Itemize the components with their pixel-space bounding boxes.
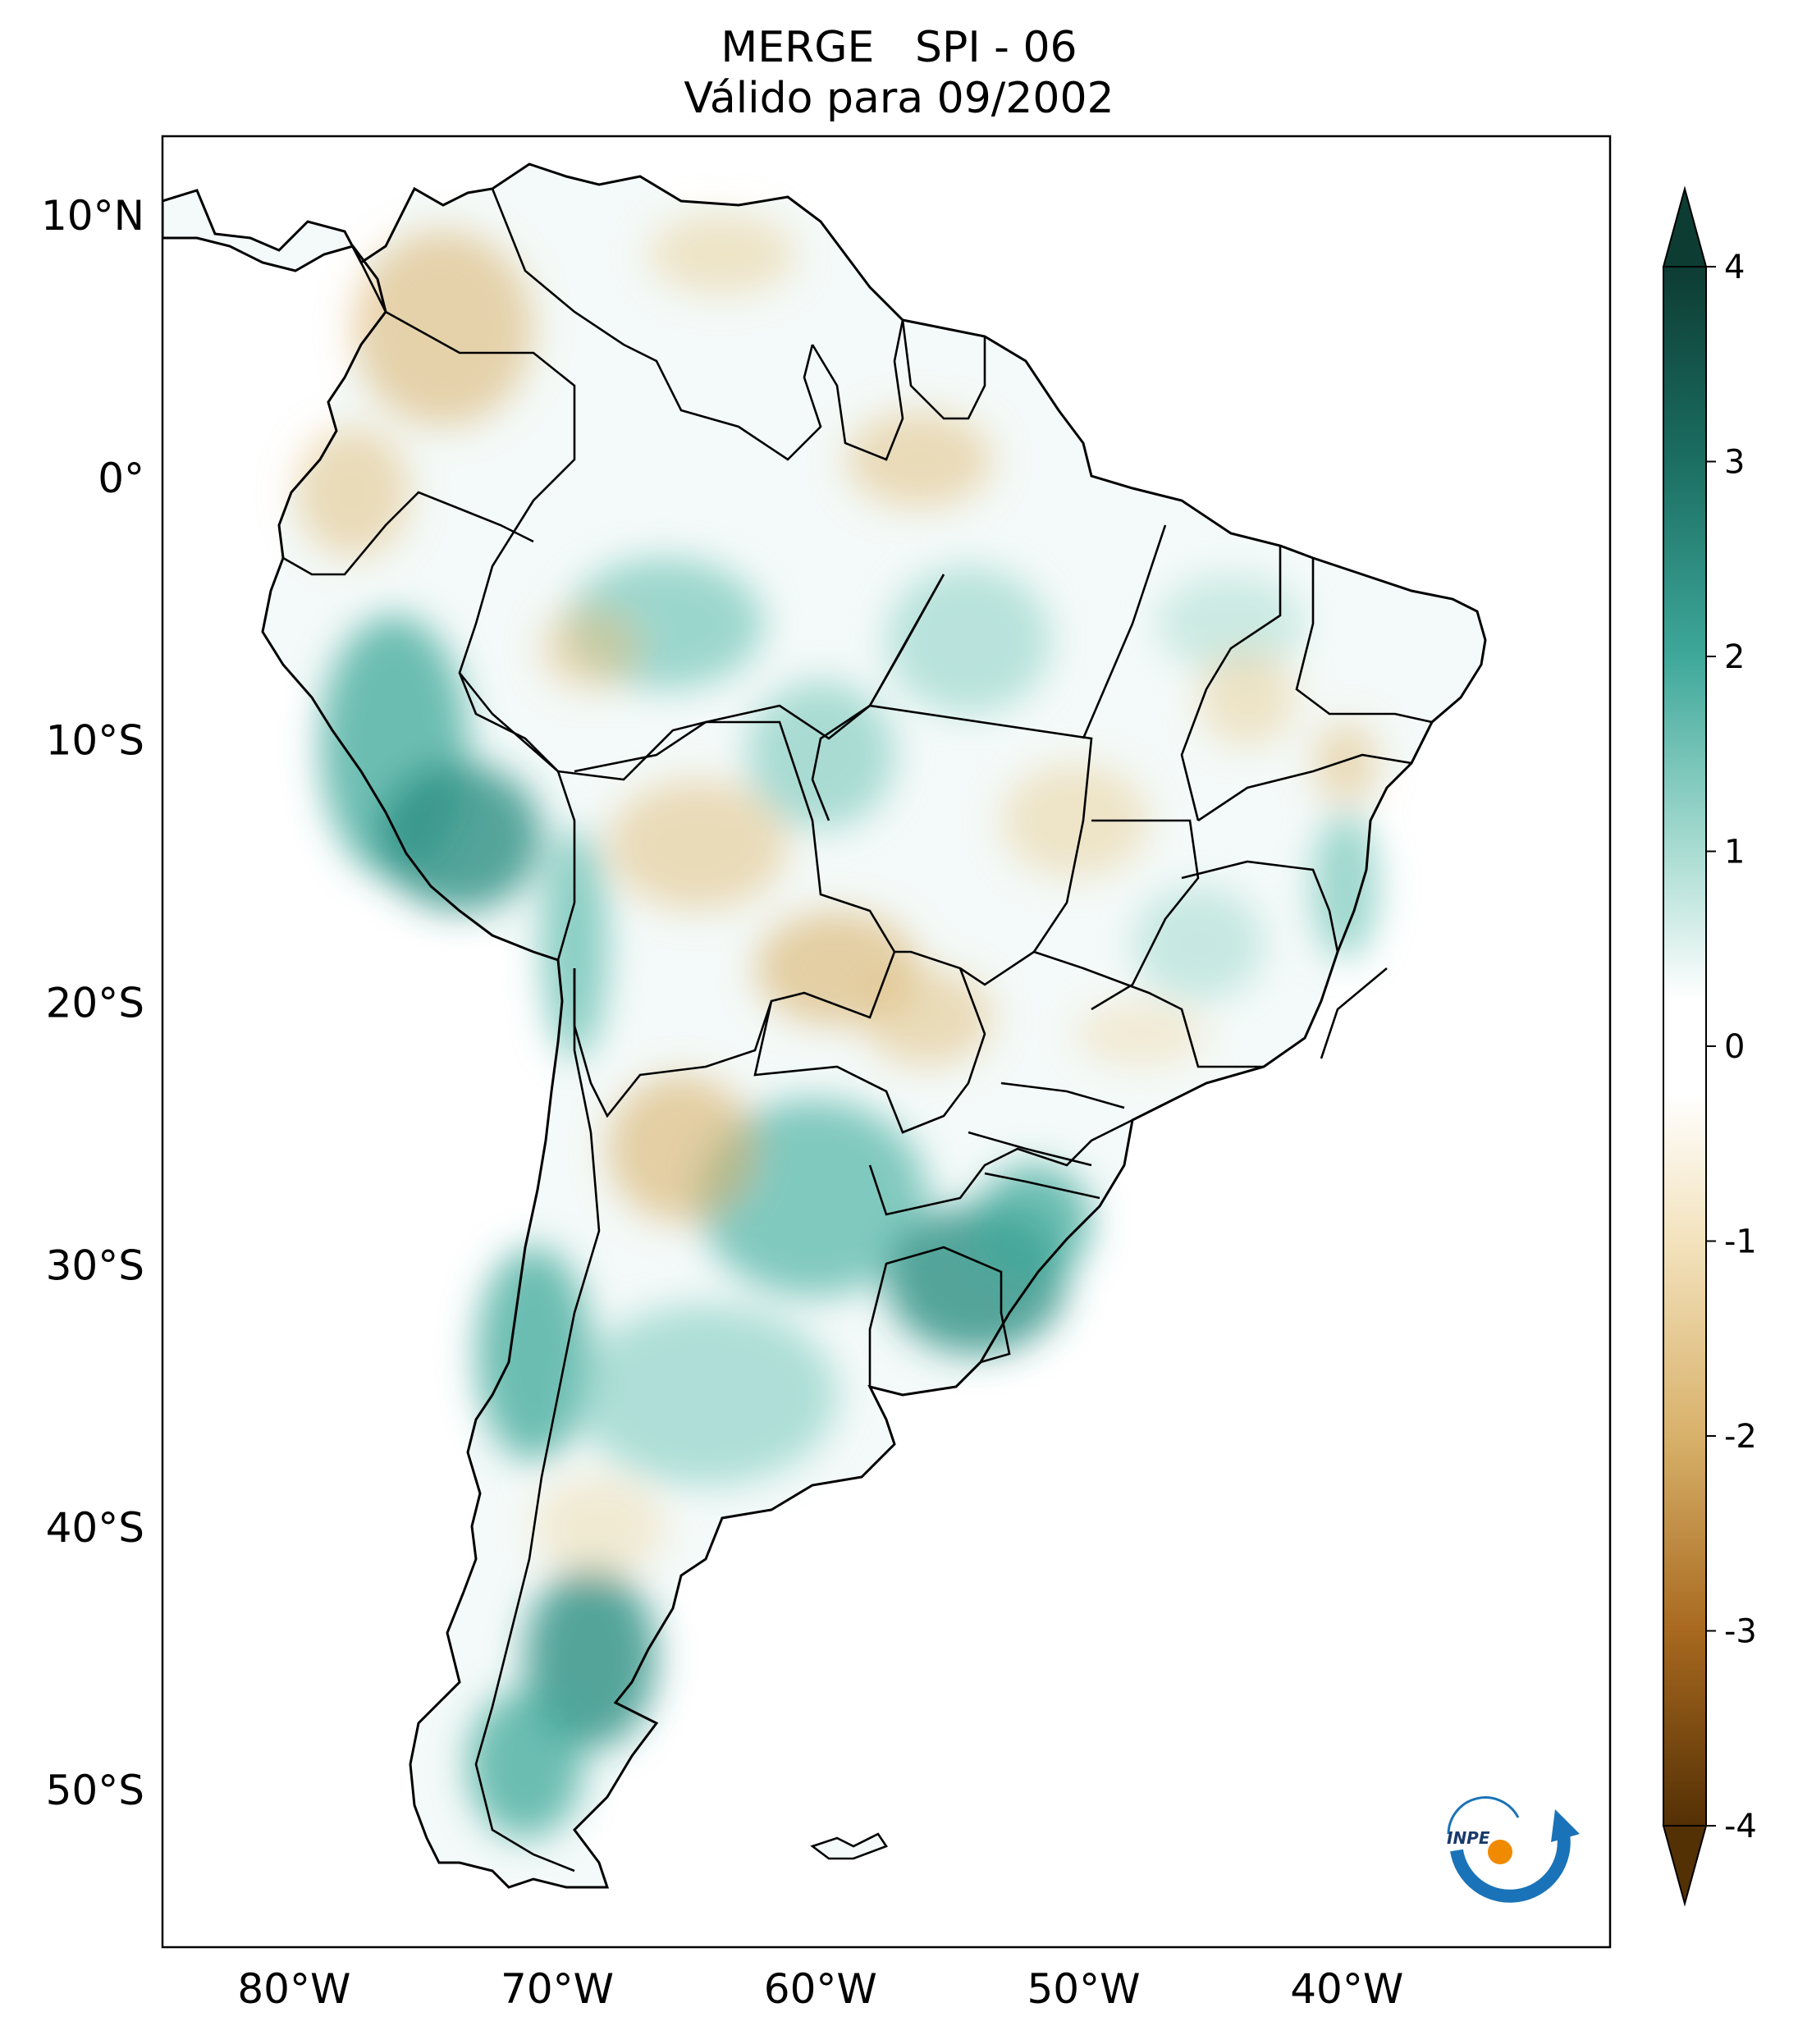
colorbar: 4 3 2 1 0 -1 -2 -3 -4 [1662,185,1757,1907]
colorbar-tick-label: 4 [1724,249,1745,286]
colorbar-tick-label: 0 [1724,1028,1745,1066]
colorbar-min-extension [1662,1825,1708,1907]
logo-orbit-icon [1447,1796,1520,1835]
lat-tick-label: 40°S [46,1504,144,1552]
state-border [1091,819,1200,1011]
state-border [984,1172,1100,1200]
state-border [811,574,945,821]
lon-tick-label: 80°W [237,1965,350,2013]
state-border [1082,524,1167,739]
latitude-axis: 10°N 0° 10°S 20°S 30°S 40°S 50°S [41,192,144,1814]
lat-tick-label: 50°S [46,1767,144,1814]
map-frame [161,135,1612,1949]
continent-layer [162,162,1487,1889]
lat-tick-label: 0° [98,455,144,502]
bolivia-border [573,720,896,1118]
spi-anomaly-field [295,213,1379,1838]
colorbar-tick-label: 1 [1724,834,1745,871]
chile-argentina-border [474,968,601,1873]
logo-dot-icon [1488,1840,1512,1864]
colorbar-ticks: 4 3 2 1 0 -1 -2 -3 -4 [1706,249,1757,1845]
argentina-brazil-border [868,1118,1133,1216]
state-border [1000,1081,1125,1109]
map-title: MERGE SPI - 06 [721,23,1077,72]
state-border [1181,860,1339,953]
map-subtitle: Válido para 09/2002 [684,74,1114,123]
colorbar-tick-label: 2 [1724,638,1745,676]
lat-tick-label: 20°S [46,980,144,1027]
uruguay-border [868,1246,1011,1397]
colombia-border [359,262,576,772]
colorbar-max-extension [1662,185,1708,268]
lat-tick-label: 10°S [46,717,144,765]
state-border [1295,558,1433,724]
logo-arrow-icon [1551,1809,1580,1842]
coastline [162,162,1487,1889]
south-america-landmass [162,164,1485,1887]
falkland-islands [810,1832,888,1860]
suriname-border [901,319,986,420]
peru-brazil-border [458,574,945,781]
colorbar-tick-label: -1 [1724,1223,1757,1261]
logo-arc-icon [1450,1832,1571,1903]
lon-tick-label: 60°W [764,1965,877,2013]
colorbar-gradient [1663,266,1707,1827]
colorbar-tick-label: -3 [1724,1613,1757,1651]
political-borders [282,188,1433,1873]
lat-tick-label: 30°S [46,1241,144,1289]
state-border [1320,967,1388,1059]
state-border [968,1131,1092,1167]
lon-tick-label: 70°W [501,1965,614,2013]
colorbar-tick-label: -4 [1724,1808,1757,1845]
state-border [1033,950,1264,1068]
colorbar-tick-label: 3 [1724,444,1745,482]
state-border [869,704,1093,986]
paraguay-border [753,950,986,1134]
lon-tick-label: 40°W [1290,1965,1403,2013]
state-border [1197,753,1412,822]
inpe-logo: INPE [1447,1796,1580,1903]
venezuela-border [491,188,822,461]
colorbar-tick-label: -2 [1724,1418,1757,1456]
ecuador-border [282,491,534,576]
lon-tick-label: 50°W [1027,1965,1141,2013]
logo-text: INPE [1447,1828,1490,1848]
lat-tick-label: 10°N [41,192,144,240]
state-border [1180,546,1282,821]
longitude-axis: 80°W 70°W 60°W 50°W 40°W [237,1965,1403,2013]
guyana-border [811,319,904,461]
peru-bolivia-border [556,771,576,961]
